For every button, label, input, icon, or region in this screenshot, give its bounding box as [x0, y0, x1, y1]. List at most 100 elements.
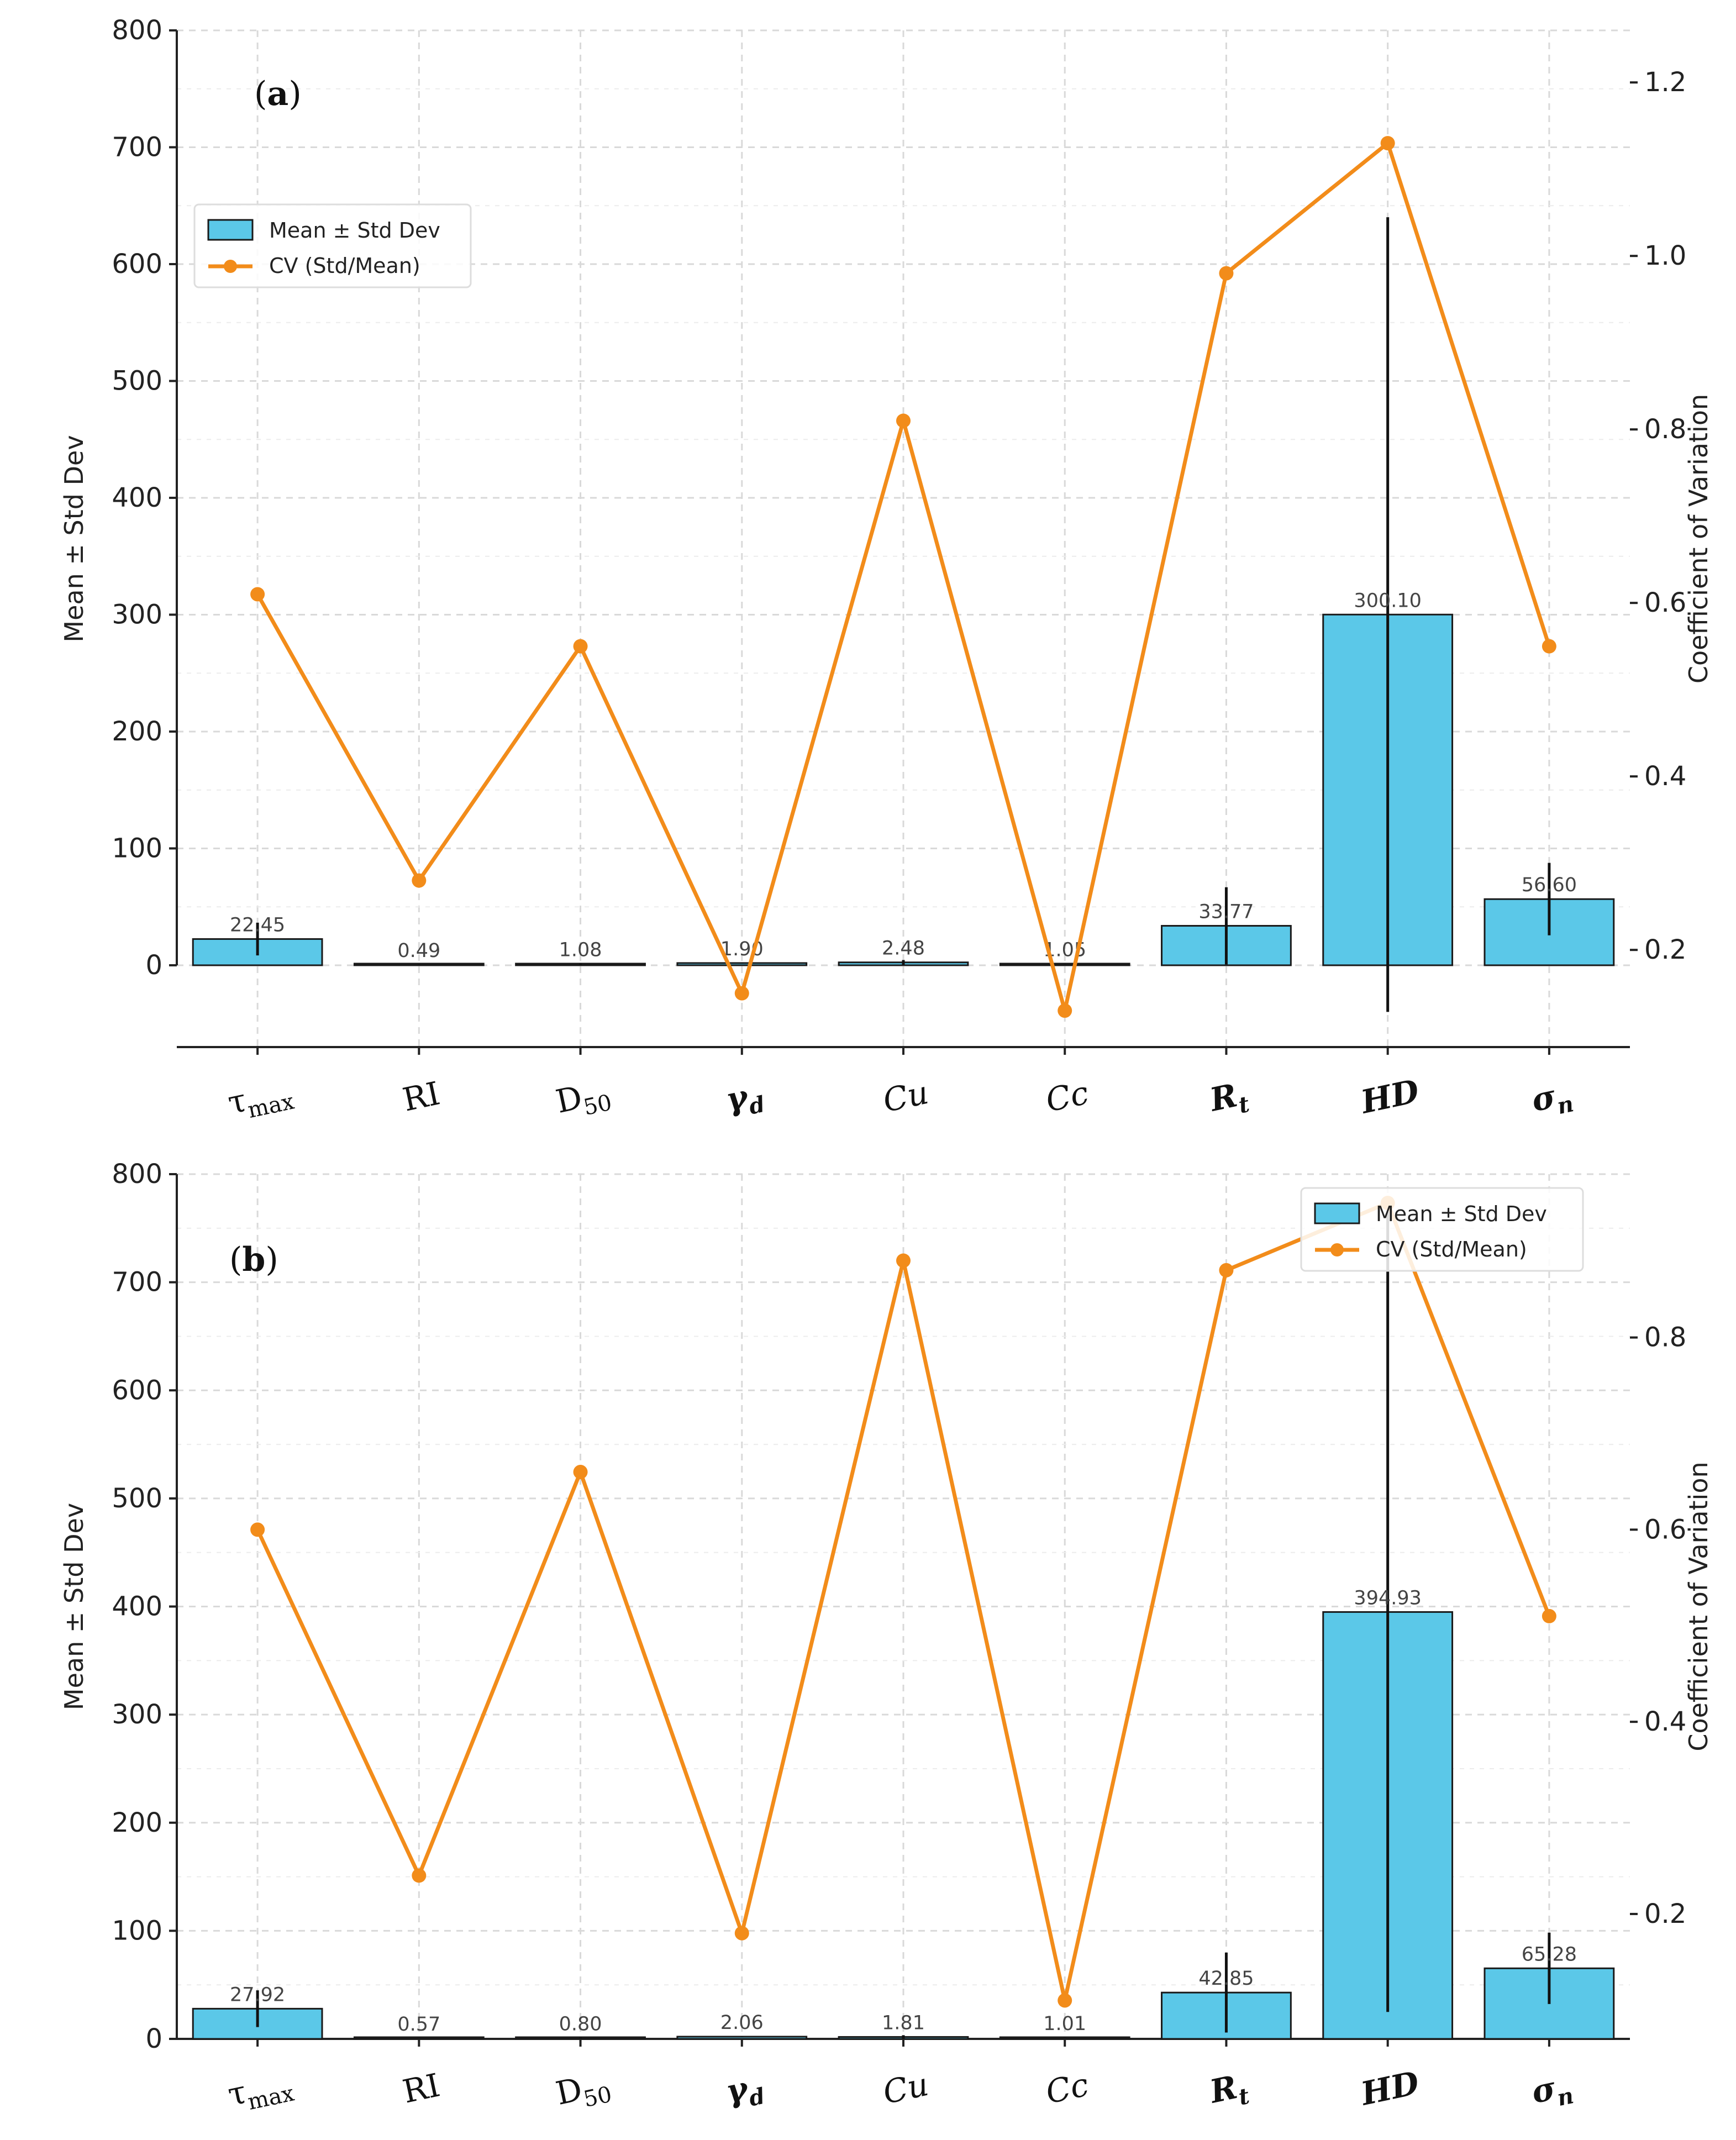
- x-tick-label: HD: [1356, 2064, 1422, 2113]
- cv-point: [573, 639, 588, 654]
- cv-point: [412, 1868, 427, 1883]
- cv-point: [734, 1926, 749, 1941]
- bar-value-label: 56.60: [1522, 874, 1577, 896]
- y-axis-label: Mean ± Std Dev: [59, 1503, 89, 1710]
- cv-point: [250, 587, 265, 602]
- cv-point: [1380, 136, 1395, 151]
- svg-text:Cc: Cc: [1043, 2065, 1092, 2111]
- y-tick-label: 100: [112, 833, 162, 864]
- svg-text:σn: σn: [1528, 2066, 1576, 2116]
- legend-box: [1300, 1187, 1584, 1272]
- cv-point: [1219, 266, 1234, 281]
- legend: Mean ± Std Dev CV (Std/Mean): [193, 203, 472, 288]
- svg-text:γd: γd: [722, 2066, 767, 2116]
- y2-tick-label: 0.8: [1644, 1322, 1686, 1353]
- y2-tick-label: 0.2: [1644, 1899, 1686, 1929]
- legend-label-bars: Mean ± Std Dev: [1376, 1202, 1547, 1226]
- y2-tick-label: 1.0: [1644, 240, 1686, 271]
- y2-tick-label: 0.2: [1644, 934, 1686, 965]
- y-tick-label: 800: [112, 1159, 162, 1190]
- legend-label-bars: Mean ± Std Dev: [269, 218, 440, 243]
- x-tick-label: γd: [722, 1074, 767, 1124]
- panel-label: (a): [254, 75, 302, 113]
- cv-point: [1219, 1263, 1234, 1277]
- y2-tick-label: 0.4: [1644, 761, 1686, 792]
- svg-text:Cu: Cu: [880, 1074, 932, 1120]
- legend-line-marker: [224, 260, 237, 273]
- cv-point: [1542, 1608, 1556, 1623]
- x-tick-label: HD: [1356, 1072, 1422, 1121]
- x-tick-label: Cc: [1043, 2065, 1092, 2111]
- bar-mean: [353, 963, 485, 966]
- svg-text:Cc: Cc: [1043, 1074, 1092, 1119]
- cv-point: [1058, 1993, 1072, 2008]
- svg-text:γd: γd: [722, 1074, 767, 1124]
- bar-value-label: 27.92: [230, 1984, 285, 2006]
- bar-value-label: 42.85: [1198, 1968, 1254, 1990]
- y-tick-label: 300: [112, 599, 162, 630]
- y2-tick-label: 0.6: [1644, 587, 1686, 618]
- cv-point: [250, 1522, 265, 1537]
- legend-bar-swatch: [207, 219, 254, 241]
- x-tick-label: τmax: [224, 2073, 297, 2115]
- y-tick-label: 600: [112, 1375, 162, 1406]
- bar-value-label: 33.77: [1198, 901, 1254, 923]
- x-tick-label: Rt: [1206, 1074, 1252, 1124]
- cv-point: [734, 986, 749, 1001]
- x-tick-label: Cc: [1043, 1074, 1092, 1119]
- cv-point: [896, 1253, 911, 1268]
- y-axis-label: Mean ± Std Dev: [59, 435, 89, 642]
- bar-value-label: 300.10: [1354, 590, 1421, 612]
- svg-text:Rt: Rt: [1206, 1074, 1252, 1124]
- legend-bar-swatch: [1314, 1202, 1360, 1224]
- bar-value-label: 0.57: [397, 2013, 440, 2036]
- svg-text:HD: HD: [1356, 1072, 1422, 1121]
- legend-line-marker: [1330, 1243, 1344, 1256]
- y2-tick-label: 0.4: [1644, 1706, 1686, 1737]
- x-tick-label: D50: [553, 1072, 614, 1126]
- y-tick-label: 400: [112, 482, 162, 513]
- y-tick-label: 300: [112, 1699, 162, 1730]
- y-tick-label: 0: [145, 2023, 162, 2054]
- x-tick-label: Rt: [1206, 2068, 1252, 2111]
- svg-text:D50: D50: [553, 1072, 614, 1126]
- y2-tick-label: 1.2: [1644, 67, 1686, 98]
- chart-panel-a: 0 100 200 300 400 500 600 700 800 0.2 0.4 0.6 0.8 1.0…: [59, 15, 1713, 1127]
- svg-text:σn: σn: [1528, 1074, 1576, 1124]
- x-tick-label: Cu: [880, 2065, 932, 2112]
- cv-point: [1542, 639, 1556, 654]
- y-tick-label: 400: [112, 1591, 162, 1622]
- y-tick-label: 800: [112, 15, 162, 46]
- panel-label: (b): [229, 1240, 278, 1279]
- svg-text:RI: RI: [399, 1074, 443, 1118]
- cv-point: [573, 1465, 588, 1480]
- bar-mean: [676, 962, 808, 966]
- bar-value-label: 1.08: [559, 939, 602, 961]
- x-tick-label: RI: [399, 1074, 443, 1118]
- bar-mean: [353, 2036, 485, 2040]
- y2-tick-label: 0.8: [1644, 414, 1686, 445]
- bar-mean: [999, 963, 1130, 966]
- y2-axis-label: Coefficient of Variation: [1684, 1461, 1713, 1751]
- svg-text:D50: D50: [553, 2064, 614, 2118]
- legend-label-line: CV (Std/Mean): [269, 254, 420, 278]
- y-tick-label: 700: [112, 1267, 162, 1298]
- x-tick-label: Cu: [880, 1074, 932, 1120]
- y2-axis-label: Coefficient of Variation: [1684, 394, 1713, 683]
- x-tick-label: τmax: [224, 1071, 297, 1127]
- svg-text:τmax: τmax: [224, 1071, 297, 1127]
- legend-box: [193, 203, 472, 288]
- y-tick-label: 200: [112, 716, 162, 747]
- x-tick-label: σn: [1528, 2066, 1576, 2116]
- svg-text:RI: RI: [399, 2066, 443, 2110]
- bar-value-label: 2.48: [882, 938, 925, 960]
- bar-value-label: 65.28: [1522, 1943, 1577, 1965]
- y-tick-label: 200: [112, 1807, 162, 1838]
- y-tick-label: 500: [112, 365, 162, 396]
- bar-value-label: 2.06: [720, 2012, 764, 2034]
- bar-value-label: 22.45: [230, 914, 285, 936]
- svg-text:Cu: Cu: [880, 2065, 932, 2112]
- x-tick-label: σn: [1528, 1074, 1576, 1124]
- y-tick-label: 600: [112, 249, 162, 280]
- bar-value-label: 1.01: [1043, 2013, 1086, 2035]
